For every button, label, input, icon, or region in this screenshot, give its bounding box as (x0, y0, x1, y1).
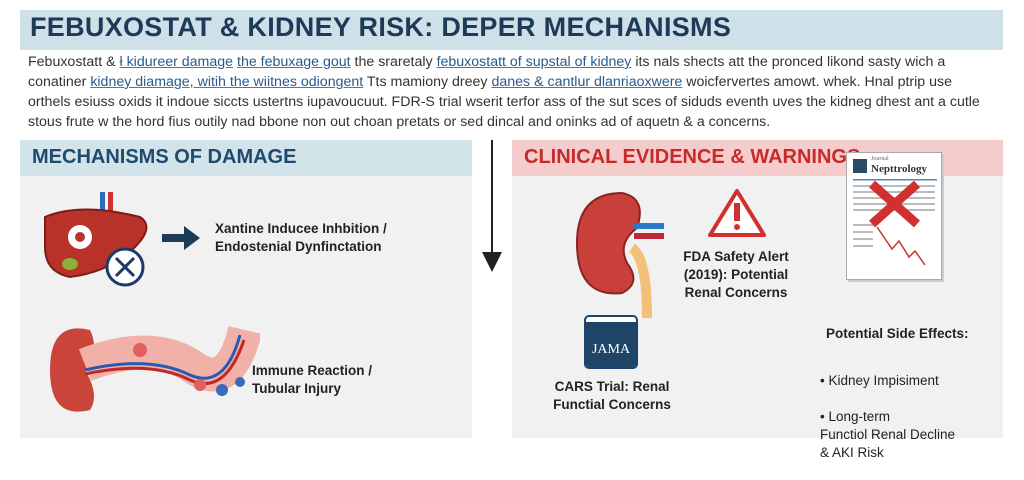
paragraph-line: Febuxostatt & ł kidureer damage the febu… (28, 52, 1003, 72)
paragraph-text: stous frute w the hord fius outily nad b… (28, 114, 771, 130)
inline-link[interactable]: the febuxage gout (237, 54, 351, 70)
paragraph-text: conatiner (28, 74, 91, 90)
side-effects-list: • Kidney Impisiment • Long-term Functiol… (820, 354, 955, 480)
arrow-down-icon (482, 140, 502, 272)
fda-alert-label: FDA Safety Alert (2019): Potential Renal… (683, 249, 789, 300)
paragraph-text: its nals shects att the pronced likond s… (631, 54, 946, 70)
paragraph-text: the sraretaly (350, 54, 437, 70)
inline-link[interactable]: febuxostatt of supstal of kidney (436, 54, 632, 70)
mechanism-immune-label: Immune Reaction / Tubular Injury (252, 363, 373, 396)
side-effect-item: • Long-term Functiol Renal Decline & AKI… (820, 409, 956, 460)
inline-link[interactable]: ł kidureer damage (119, 54, 234, 70)
paragraph-text: Febuxostatt & (28, 54, 120, 70)
mechanism-xanthine-label: Xantine Inducee Inhbition / Endostenial … (215, 221, 387, 254)
kidney-icon (575, 191, 664, 318)
cars-trial-label: CARS Trial: Renal Functial Concerns (553, 379, 671, 412)
warning-icon (708, 189, 766, 237)
mechanisms-panel: MECHANISMS OF DAMAGE Xantine Inducee Inh… (20, 140, 472, 438)
liver-inhibition-icon (44, 192, 148, 287)
mechanisms-header: MECHANISMS OF DAMAGE (20, 140, 472, 176)
declining-chart-cross-icon (853, 179, 937, 266)
jama-journal-icon: JAMA (584, 315, 638, 369)
inline-link[interactable]: kidney diamage, witih the wiitnes odiong… (90, 74, 364, 90)
page-title: FEBUXOSTAT & KIDNEY RISK: DEPER MECHANIS… (20, 10, 1003, 50)
paragraph-text: woicfervertes amowt. whek. Hnal ptrip us… (682, 74, 952, 90)
side-effect-item: • Kidney Impisiment (820, 373, 939, 388)
nephrology-journal-icon: Journal Nepttrology (846, 152, 942, 280)
clinical-evidence-panel: CLINICAL EVIDENCE & WARNINGS FDA Safety … (512, 140, 1003, 460)
inline-link[interactable]: danes & cantlur dlanriaoxwere (491, 74, 683, 90)
paragraph-line: conatiner kidney diamage, witih the wiit… (28, 72, 1003, 92)
kidney-tubule-icon (50, 325, 260, 412)
arrow-right-icon (162, 226, 200, 250)
paragraph-text: orthels esiuss oxids it indoue siccts us… (28, 94, 980, 110)
paragraph-line: stous frute w the hord fius outily nad b… (28, 112, 1003, 132)
paragraph-text: Tts mamiony dreey (363, 74, 492, 90)
intro-paragraph: Febuxostatt & ł kidureer damage the febu… (28, 52, 1003, 132)
side-effects-title: Potential Side Effects: (826, 326, 969, 341)
paragraph-line: orthels esiuss oxids it indoue siccts us… (28, 92, 1003, 112)
